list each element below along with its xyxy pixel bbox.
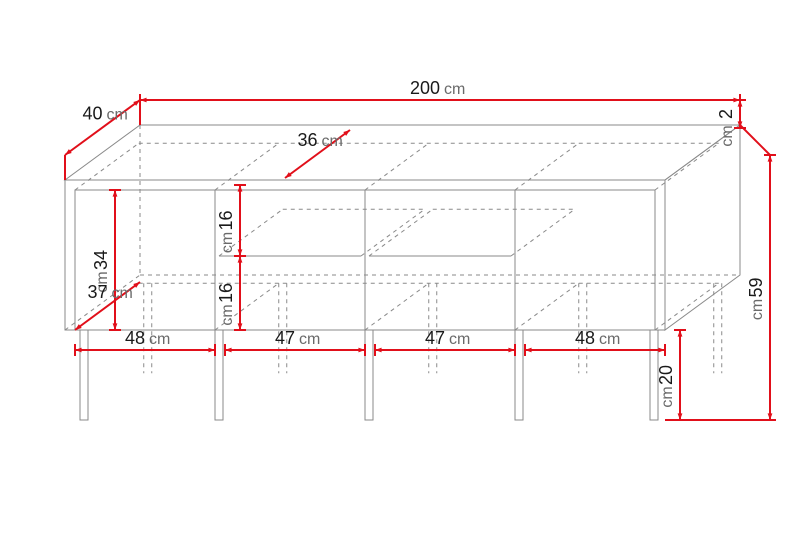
svg-text:cm: cm: [322, 133, 343, 150]
svg-text:47: 47: [425, 328, 445, 348]
svg-text:2: 2: [716, 109, 736, 119]
svg-text:cm: cm: [599, 331, 620, 348]
svg-text:47: 47: [275, 328, 295, 348]
svg-text:cm: cm: [149, 331, 170, 348]
svg-text:48: 48: [575, 328, 595, 348]
svg-text:cm: cm: [749, 299, 766, 320]
svg-text:cm: cm: [449, 331, 470, 348]
svg-text:36: 36: [297, 130, 317, 150]
svg-text:20: 20: [656, 365, 676, 385]
svg-text:cm: cm: [299, 331, 320, 348]
svg-text:cm: cm: [219, 232, 236, 253]
svg-text:16: 16: [216, 210, 236, 230]
svg-text:16: 16: [216, 283, 236, 303]
svg-text:40: 40: [82, 104, 102, 124]
svg-text:34: 34: [91, 250, 111, 270]
svg-text:37: 37: [87, 282, 107, 302]
svg-text:cm: cm: [112, 285, 133, 302]
svg-text:cm: cm: [719, 125, 736, 146]
svg-text:200: 200: [410, 78, 440, 98]
svg-text:cm: cm: [659, 386, 676, 407]
svg-text:cm: cm: [219, 304, 236, 325]
svg-text:48: 48: [125, 328, 145, 348]
svg-text:cm: cm: [107, 107, 128, 124]
svg-text:cm: cm: [444, 81, 465, 98]
svg-text:59: 59: [746, 277, 766, 297]
